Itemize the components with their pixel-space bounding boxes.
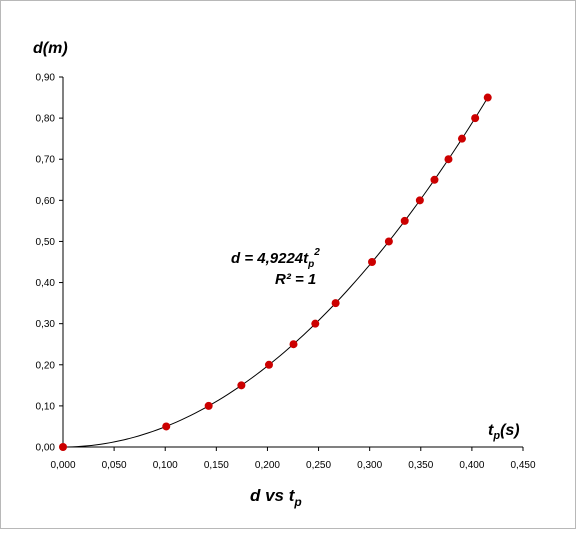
y-tick-label: 0,70 xyxy=(36,155,56,166)
x-axis-ticks: 0,000 0,050 0,100 0,150 0,200 0,250 0,300 0,350… xyxy=(50,447,536,471)
y-tick-label: 0,90 xyxy=(36,73,56,84)
data-point xyxy=(444,155,453,164)
y-axis-title: d(m) xyxy=(33,40,68,57)
data-point xyxy=(384,237,393,246)
y-tick-label: 0,60 xyxy=(36,196,56,207)
data-point xyxy=(471,114,480,123)
data-points xyxy=(59,93,492,451)
y-tick-label: 0,30 xyxy=(36,319,56,330)
r-squared-label: R² = 1 xyxy=(275,271,316,288)
x-tick-label: 0,450 xyxy=(510,460,535,471)
data-point xyxy=(415,196,424,205)
y-tick-label: 0,80 xyxy=(36,114,56,125)
x-tick-label: 0,200 xyxy=(255,460,280,471)
y-tick-label: 0,50 xyxy=(36,237,56,248)
chart-title: d vs tp xyxy=(250,486,302,509)
trendline-equation: d = 4,9224tp2 xyxy=(231,247,320,270)
data-point xyxy=(457,134,466,143)
x-tick-label: 0,050 xyxy=(102,460,127,471)
data-point xyxy=(430,175,439,184)
x-axis-title: tp(s) xyxy=(488,422,520,442)
data-point xyxy=(289,340,298,349)
x-tick-label: 0,150 xyxy=(204,460,229,471)
x-tick-label: 0,250 xyxy=(306,460,331,471)
y-tick-label: 0,40 xyxy=(36,278,56,289)
data-point xyxy=(368,258,377,266)
data-point xyxy=(204,401,213,410)
x-tick-label: 0,350 xyxy=(408,460,433,471)
data-point xyxy=(483,93,492,102)
data-point xyxy=(59,443,67,451)
x-tick-label: 0,100 xyxy=(153,460,178,471)
y-tick-label: 0,00 xyxy=(36,443,56,454)
x-tick-label: 0,400 xyxy=(459,460,484,471)
trendline xyxy=(62,97,489,448)
data-point xyxy=(264,360,273,369)
y-tick-label: 0,20 xyxy=(36,360,56,371)
x-tick-label: 0,000 xyxy=(50,460,75,471)
x-tick-label: 0,300 xyxy=(357,460,382,471)
data-point xyxy=(237,381,246,390)
data-point xyxy=(400,216,409,225)
y-tick-label: 0,10 xyxy=(36,401,56,412)
data-point xyxy=(331,299,340,308)
y-axis-ticks: 0,00 0,10 0,20 0,30 0,40 0,50 0,60 0,70 0,80 0,90 xyxy=(36,73,63,454)
data-point xyxy=(311,319,320,328)
data-point xyxy=(162,422,171,431)
